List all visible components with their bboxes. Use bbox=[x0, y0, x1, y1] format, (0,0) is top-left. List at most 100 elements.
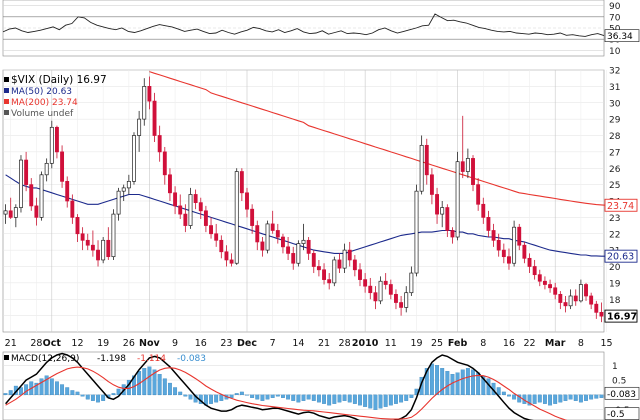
macd-value-badge-label: -0.083 bbox=[607, 390, 636, 400]
candle-body bbox=[363, 279, 368, 287]
candle-body bbox=[234, 171, 239, 264]
macd-histogram-bar bbox=[167, 382, 172, 396]
macd-histogram-bar bbox=[54, 381, 59, 396]
macd-histogram-bar bbox=[255, 394, 260, 400]
candle-body bbox=[49, 126, 54, 164]
macd-histogram-bar bbox=[542, 394, 547, 404]
candle-body bbox=[3, 210, 8, 215]
candle-body bbox=[388, 284, 393, 295]
candle-body bbox=[34, 205, 39, 218]
candle-body bbox=[13, 207, 18, 218]
candle-body bbox=[270, 223, 275, 231]
candle-body bbox=[455, 161, 460, 238]
macd-histogram-bar bbox=[501, 391, 506, 396]
candle-body bbox=[24, 159, 29, 185]
macd-histogram-bar bbox=[8, 390, 13, 396]
x-axis-label: 15 bbox=[601, 338, 613, 349]
candle-body bbox=[219, 239, 224, 253]
macd-histogram-bar bbox=[527, 394, 532, 406]
macd-legend-entry: -1.114 bbox=[137, 354, 166, 364]
x-axis-label: 19 bbox=[97, 338, 109, 349]
candle-body bbox=[337, 259, 342, 269]
candle-body bbox=[198, 202, 203, 212]
candle-body bbox=[265, 223, 270, 251]
price-value-badge bbox=[604, 198, 638, 212]
macd-legend-entry: MACD(12,26,9) bbox=[11, 354, 79, 364]
price-tick-label: 18 bbox=[609, 296, 621, 306]
candle-body bbox=[39, 174, 44, 218]
x-axis-label: Nov bbox=[139, 338, 160, 349]
macd-histogram-bar bbox=[578, 394, 583, 403]
macd-histogram-bar bbox=[471, 369, 475, 396]
candle-body bbox=[440, 207, 445, 215]
macd-histogram-bar bbox=[75, 391, 80, 396]
candle-body bbox=[203, 210, 208, 226]
x-axis-label: 8 bbox=[578, 338, 584, 349]
macd-histogram-bar bbox=[49, 378, 54, 396]
macd-histogram-bar bbox=[594, 394, 599, 399]
legend-swatch bbox=[4, 77, 9, 82]
candle-body bbox=[409, 272, 414, 294]
macd-histogram-bar bbox=[3, 393, 8, 396]
x-axis-label: 14 bbox=[292, 338, 304, 349]
candle-body bbox=[183, 213, 188, 226]
candle-body bbox=[501, 249, 506, 258]
candle-body bbox=[162, 151, 167, 176]
candle-body bbox=[476, 184, 481, 205]
x-axis-label: Mar bbox=[545, 338, 566, 349]
candle-body bbox=[568, 295, 573, 307]
price-tick-label: 32 bbox=[609, 67, 620, 77]
x-axis-label: 11 bbox=[385, 338, 397, 349]
candle-body bbox=[75, 217, 80, 235]
x-axis-label: 12 bbox=[71, 338, 83, 349]
macd-signal-line bbox=[5, 366, 568, 420]
macd-histogram-bar bbox=[363, 394, 368, 407]
macd-value-badge bbox=[604, 386, 640, 400]
price-tick-label: 29 bbox=[609, 116, 621, 126]
macd-histogram-bar bbox=[60, 384, 65, 396]
macd-panel: 10.50-0.5MACD(12,26,9)-1.198-1.114-0.083… bbox=[2, 351, 640, 420]
legend-swatch bbox=[4, 88, 9, 93]
candle-body bbox=[450, 230, 455, 238]
candle-body bbox=[106, 239, 111, 258]
candle-body bbox=[116, 190, 121, 215]
candle-body bbox=[239, 171, 244, 194]
candle-body bbox=[245, 192, 249, 210]
macd-histogram-bar bbox=[44, 375, 49, 396]
legend-entry: MA(200) 23.74 bbox=[11, 98, 78, 108]
candle-body bbox=[342, 249, 347, 269]
candle-body bbox=[173, 192, 178, 207]
macd-histogram-bar bbox=[270, 394, 275, 398]
legend-swatch bbox=[4, 110, 9, 115]
macd-histogram-bar bbox=[239, 391, 244, 396]
candle-body bbox=[65, 181, 70, 202]
price-tick-label: 27 bbox=[609, 148, 620, 158]
candle-body bbox=[404, 292, 409, 308]
macd-histogram-bar bbox=[291, 394, 296, 401]
candle-body bbox=[137, 118, 142, 136]
candle-body bbox=[527, 257, 532, 267]
candle-body bbox=[132, 135, 136, 182]
candle-body bbox=[424, 144, 429, 176]
price-tick-label: 25 bbox=[609, 181, 620, 191]
macd-histogram-bar bbox=[306, 394, 311, 400]
macd-histogram-bar bbox=[465, 368, 470, 396]
candle-body bbox=[250, 208, 255, 226]
macd-histogram-bar bbox=[568, 394, 573, 400]
macd-histogram-bar bbox=[532, 394, 537, 404]
candle-body bbox=[316, 266, 321, 271]
macd-histogram-bar bbox=[322, 394, 326, 404]
price-tick-label: 26 bbox=[609, 165, 621, 175]
candle-body bbox=[44, 162, 49, 176]
x-axis-label: 25 bbox=[431, 338, 443, 349]
macd-histogram-bar bbox=[147, 366, 152, 396]
candle-body bbox=[301, 239, 306, 244]
x-axis-label: 28 bbox=[339, 338, 351, 349]
macd-histogram-bar bbox=[517, 394, 522, 403]
macd-histogram-bar bbox=[70, 390, 75, 396]
macd-histogram-bar bbox=[368, 394, 373, 409]
candle-body bbox=[296, 243, 301, 264]
macd-histogram-bar bbox=[537, 394, 542, 403]
rsi-last-badge bbox=[604, 29, 640, 42]
